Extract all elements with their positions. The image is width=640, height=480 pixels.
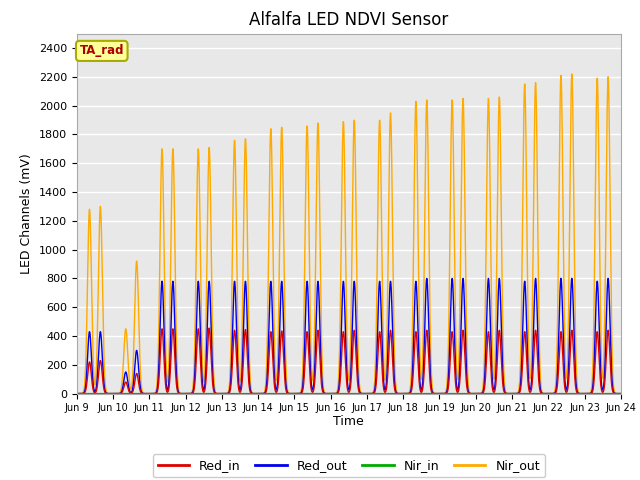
Line: Red_out: Red_out — [77, 278, 621, 394]
Nir_in — [282, 391, 289, 396]
Red_in — [167, 351, 175, 357]
Red_out — [548, 391, 556, 396]
Red_out — [604, 276, 612, 281]
Red_in — [205, 325, 213, 331]
Red_out — [167, 319, 175, 324]
Nir_in — [606, 391, 614, 396]
Line: Nir_out: Nir_out — [77, 74, 621, 394]
Nir_in — [548, 391, 556, 396]
Red_in — [548, 391, 556, 396]
Red_in — [305, 359, 313, 365]
Nir_in — [167, 391, 175, 396]
Red_in — [617, 391, 625, 396]
X-axis label: Time: Time — [333, 415, 364, 428]
Red_out — [305, 323, 313, 328]
Legend: Red_in, Red_out, Nir_in, Nir_out: Red_in, Red_out, Nir_in, Nir_out — [152, 455, 545, 477]
Nir_out — [607, 216, 614, 221]
Y-axis label: LED Channels (mV): LED Channels (mV) — [20, 153, 33, 274]
Red_out — [73, 391, 81, 396]
Red_in — [282, 384, 289, 390]
Nir_out — [135, 318, 143, 324]
Nir_in — [73, 391, 81, 396]
Nir_in — [305, 391, 313, 396]
Nir_in — [135, 391, 143, 396]
Red_in — [135, 381, 143, 387]
Nir_out — [282, 343, 289, 348]
Nir_out — [73, 391, 81, 396]
Red_out — [282, 374, 289, 380]
Nir_out — [167, 227, 175, 232]
Line: Red_in: Red_in — [77, 328, 621, 394]
Red_in — [607, 360, 614, 366]
Nir_out — [617, 391, 625, 396]
Nir_out — [568, 71, 575, 77]
Red_out — [617, 391, 625, 396]
Nir_out — [305, 220, 313, 226]
Title: Alfalfa LED NDVI Sensor: Alfalfa LED NDVI Sensor — [249, 11, 449, 29]
Red_out — [135, 369, 143, 374]
Text: TA_rad: TA_rad — [79, 44, 124, 58]
Nir_in — [617, 391, 625, 396]
Red_out — [607, 331, 614, 337]
Nir_out — [548, 391, 556, 396]
Red_in — [73, 391, 81, 396]
